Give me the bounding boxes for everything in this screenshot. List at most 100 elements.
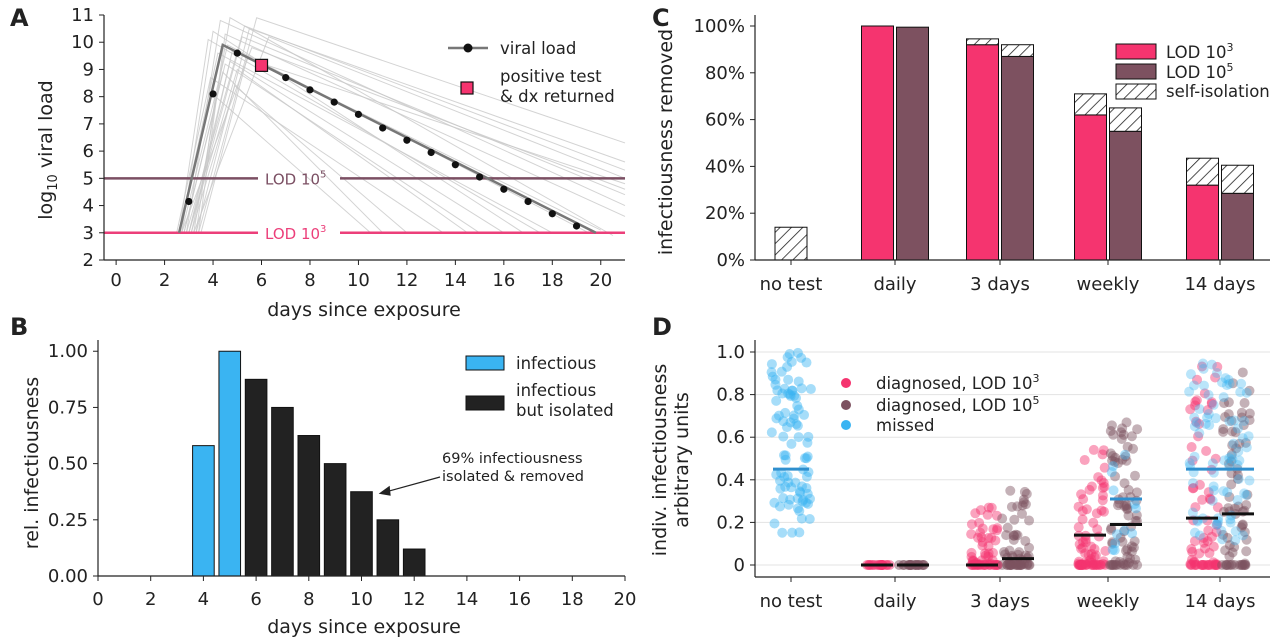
point-lod3 <box>975 505 986 516</box>
point-lod3 <box>974 517 985 528</box>
panel-label-a: A <box>10 4 29 32</box>
point-lod5 <box>1121 500 1132 511</box>
gray-trajectory-6 <box>178 52 553 234</box>
point-lod3 <box>1088 560 1099 570</box>
point-lod3 <box>1099 481 1110 492</box>
annotation-line-2: isolated & removed <box>442 469 584 485</box>
point-lod5 <box>1126 541 1137 552</box>
point-missed <box>1203 408 1214 419</box>
x-tick-label: 6 <box>256 270 267 291</box>
point-lod5 <box>1024 515 1035 526</box>
point-missed <box>1189 421 1200 432</box>
gray-trajectory-7 <box>190 84 408 234</box>
point-lod3 <box>1077 505 1088 516</box>
point-lod5 <box>1132 560 1143 570</box>
point-lod3 <box>1098 477 1109 488</box>
point-lod5 <box>1232 470 1243 481</box>
point-lod5 <box>1128 560 1139 570</box>
gray-trajectory-11 <box>188 68 468 234</box>
point-lod3 <box>986 502 997 513</box>
point-missed <box>1233 446 1244 457</box>
x-tick-label: 20 <box>589 270 612 291</box>
bar-day-9 <box>323 463 347 577</box>
legend-diag-lod3-marker <box>841 378 851 388</box>
y-tick-label: 5 <box>83 168 94 189</box>
point-lod3 <box>988 524 999 535</box>
point-lod3 <box>1077 514 1088 525</box>
point-lod5 <box>1012 560 1023 570</box>
point-lod5 <box>1020 536 1031 547</box>
lod-label-1: LOD 103 <box>265 224 326 243</box>
point-missed <box>1224 453 1235 464</box>
x-tick-label: 2 <box>159 270 170 291</box>
point-lod5 <box>1122 504 1133 515</box>
point-missed <box>792 400 803 411</box>
panel-d-medians <box>773 467 1254 567</box>
point-lod5 <box>1111 560 1122 570</box>
lod-label-base: LOD 10 <box>265 225 320 243</box>
point-lod3 <box>1080 537 1091 548</box>
point-missed <box>799 409 810 420</box>
point-lod5 <box>1123 557 1134 568</box>
ylabel-sub: 10 <box>46 174 61 191</box>
gray-trajectory-20 <box>181 47 626 233</box>
point-missed <box>775 475 786 486</box>
point-missed <box>786 356 797 367</box>
bar-day-4 <box>192 445 215 577</box>
point-lod5 <box>1018 558 1029 569</box>
point-lod5 <box>1240 560 1251 570</box>
y-tick-label: 4 <box>83 196 94 217</box>
point-missed <box>1238 530 1249 541</box>
point-missed <box>1188 478 1199 489</box>
point-lod5 <box>1018 497 1029 508</box>
point-lod3 <box>982 509 993 520</box>
point-lod3 <box>1099 462 1110 473</box>
point-lod5 <box>1239 558 1250 569</box>
x-tick-label: 20 <box>614 589 637 610</box>
point-lod5 <box>1226 449 1237 460</box>
point-lod3 <box>1081 560 1092 570</box>
point-lod5 <box>1239 560 1250 570</box>
point-lod5 <box>1019 486 1030 497</box>
y-tick-label: 8 <box>83 87 94 108</box>
point-lod3 <box>1088 517 1099 528</box>
gray-trajectory-0 <box>181 30 524 234</box>
viral-load-sample <box>427 148 435 157</box>
legend-viral-load-marker <box>463 43 473 53</box>
point-lod5 <box>1117 423 1128 434</box>
point-lod5 <box>1224 540 1235 551</box>
point-missed <box>1210 413 1221 424</box>
point-lod5 <box>1223 397 1234 408</box>
point-lod3 <box>1076 489 1087 500</box>
point-lod3 <box>976 555 987 566</box>
point-lod3 <box>986 532 997 543</box>
point-lod5 <box>1120 545 1131 556</box>
legend-diag-lod5-marker <box>841 400 851 410</box>
positive-test-marker <box>254 58 269 72</box>
lod-label-sup: 5 <box>320 169 326 180</box>
point-lod3 <box>1212 361 1223 372</box>
y-tick-label: 0.50 <box>48 454 88 475</box>
point-lod5 <box>1238 420 1249 431</box>
point-lod3 <box>1080 548 1091 559</box>
point-lod5 <box>1023 560 1034 570</box>
point-lod5 <box>1010 529 1021 540</box>
point-missed <box>788 413 799 424</box>
point-lod3 <box>1189 560 1200 570</box>
point-lod3 <box>1205 494 1216 505</box>
point-lod5 <box>1116 433 1127 444</box>
point-lod5 <box>1234 560 1245 570</box>
point-lod3 <box>1074 560 1085 570</box>
point-lod3 <box>1185 560 1196 570</box>
viral-load-sample <box>282 74 290 82</box>
point-lod5 <box>1109 456 1120 467</box>
point-missed <box>802 488 813 499</box>
y-tick-label: 0.00 <box>48 566 88 587</box>
bar-lod3-3 <box>1074 114 1107 261</box>
point-missed <box>1206 359 1217 370</box>
legend-viral-load-label: viral load <box>500 39 576 58</box>
point-lod5 <box>997 513 1008 524</box>
point-missed <box>1189 412 1200 423</box>
